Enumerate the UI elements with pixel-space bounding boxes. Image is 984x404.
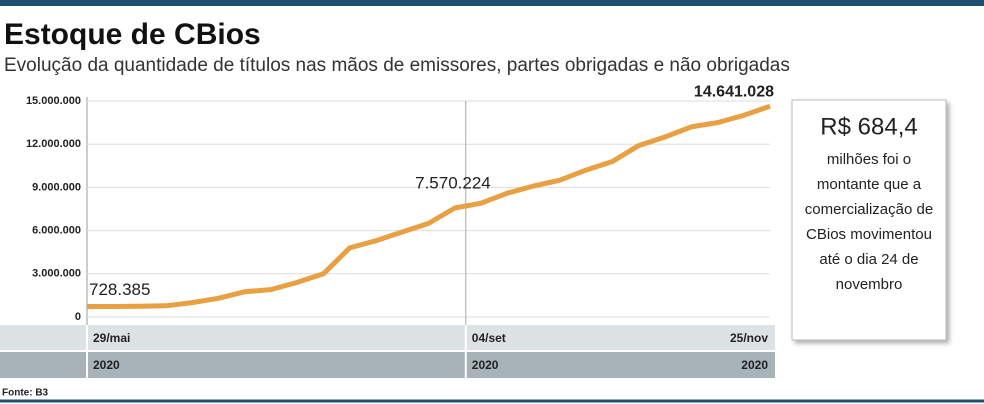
value-label: 728.385 — [89, 280, 150, 299]
value-label: 7.570.224 — [415, 173, 491, 192]
chart-title: Estoque de CBios — [4, 18, 261, 51]
y-tick-label: 6.000.000 — [32, 225, 81, 237]
source: Fonte: B3 — [2, 388, 49, 399]
x-tick-label: 29/mai — [93, 331, 130, 345]
year-label: 2020 — [472, 358, 499, 372]
y-tick-label: 12.000.000 — [26, 138, 81, 150]
callout-text: milhões foi o — [827, 151, 911, 168]
line-series — [87, 103, 771, 309]
date-row — [0, 325, 775, 350]
callout-box — [791, 99, 947, 341]
callout-text: até o dia 24 de — [819, 251, 918, 268]
top-bar — [0, 0, 984, 6]
y-tick-label: 3.000.000 — [32, 268, 81, 280]
x-tick-label: 04/set — [472, 331, 506, 345]
x-tick-label: 25/nov — [730, 331, 768, 345]
callout-text: novembro — [836, 276, 903, 293]
year-label: 2020 — [93, 358, 120, 372]
y-tick-label: 0 — [75, 311, 81, 323]
value-label: 14.641.028 — [694, 83, 774, 100]
year-row — [0, 352, 775, 378]
callout-text: CBios movimentou — [806, 226, 932, 243]
y-tick-label: 9.000.000 — [32, 181, 81, 193]
chart-subtitle: Evolução da quantidade de títulos nas mã… — [4, 55, 790, 76]
y-tick-label: 15.000.000 — [26, 95, 81, 107]
callout-headline: R$ 684,4 — [820, 113, 917, 140]
year-label: 2020 — [741, 358, 768, 372]
callout-text: montante que a — [817, 176, 922, 193]
callout-text: comercialização de — [805, 201, 933, 218]
